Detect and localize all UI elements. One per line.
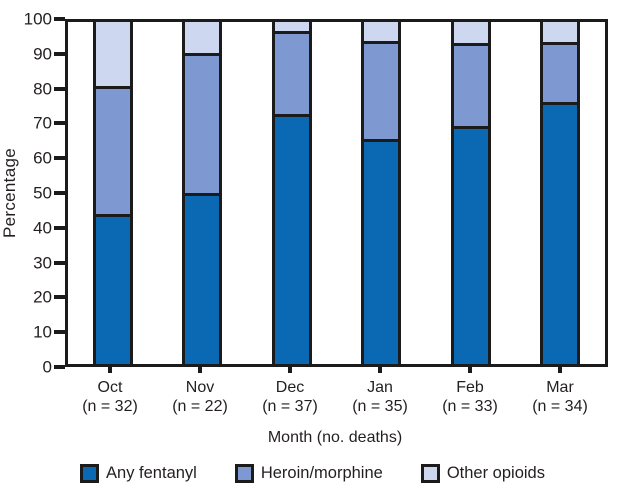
bar-segment-heroin-morphine [95,85,130,215]
bar-slot-dec [247,22,337,364]
y-tick-label: 80 [33,79,52,99]
x-tick-mark [558,367,562,373]
bar-oct [92,22,133,364]
legend-label: Heroin/morphine [260,464,383,482]
x-tick-mark [288,367,292,373]
legend-swatch [234,464,254,483]
y-tick-label: 70 [33,113,52,133]
x-tick-mark [198,367,202,373]
y-tick-mark [54,191,65,195]
bar-mar [540,22,581,364]
legend: Any fentanyl Heroin/morphine Other opioids [0,464,625,483]
y-tick-label: 50 [33,183,52,203]
bar-slot-nov [158,22,248,364]
y-tick-mark [54,51,65,56]
legend-item-other-opioids: Other opioids [420,464,545,483]
y-tick-label: 40 [33,218,52,238]
bar-segment-other-opioids [453,22,488,43]
bar-segment-other-opioids [95,22,130,86]
x-label-mar: Mar (n = 34) [515,367,605,416]
bar-segment-heroin-morphine [185,53,220,193]
y-tick-mark [54,17,65,21]
bar-dec [271,22,312,364]
legend-label: Any fentanyl [106,464,197,482]
y-tick-mark [54,121,65,126]
y-tick-mark [54,225,65,230]
y-tick-label: 100 [23,9,52,29]
bar-jan [361,22,402,364]
y-tick-mark [54,295,65,300]
bar-segment-other-opioids [364,22,399,42]
bar-segment-heroin-morphine [543,42,578,103]
y-axis-tick-labels: 0 10 20 30 40 50 60 70 80 90 100 [20,11,54,376]
x-label-oct: Oct (n = 32) [65,367,155,416]
y-tick-mark [54,260,65,265]
bar-segment-other-opioids [185,22,220,54]
month-label: Oct [97,379,123,396]
y-axis-title: Percentage [0,148,20,238]
bar-segment-any-fentanyl [185,192,220,364]
month-label: Feb [456,379,484,396]
y-tick-mark [54,365,65,369]
deaths-count-label: (n = 37) [262,398,318,415]
bar-segment-heroin-morphine [453,42,488,126]
y-tick-mark [54,330,65,335]
legend-label: Other opioids [446,464,545,482]
y-tick-label: 10 [33,322,52,342]
deaths-count-label: (n = 35) [352,398,408,415]
legend-item-any-fentanyl: Any fentanyl [80,464,197,483]
y-axis-title-column: Percentage [0,19,20,367]
bar-segment-any-fentanyl [274,114,309,364]
x-tick-mark [378,367,382,373]
legend-swatch [420,464,440,483]
y-tick-label: 90 [33,44,52,64]
bar-slot-feb [426,22,516,364]
deaths-count-label: (n = 22) [172,398,228,415]
deaths-count-label: (n = 32) [82,398,138,415]
x-label-jan: Jan (n = 35) [335,367,425,416]
bar-slot-oct [68,22,158,364]
x-axis-labels: Oct (n = 32) Nov (n = 22) Dec (n = 37) Jan (n =… [65,367,605,416]
y-tick-label: 20 [33,287,52,307]
bar-slot-mar [516,22,606,364]
plot-area [65,19,608,367]
plot-row: Percentage 0 10 20 30 40 50 60 70 80 90 100 [0,11,625,376]
bar-slot-jan [337,22,427,364]
y-tick-mark [54,156,65,161]
bar-feb [450,22,491,364]
month-label: Mar [546,379,574,396]
y-tick-label: 60 [33,148,52,168]
x-label-feb: Feb (n = 33) [425,367,515,416]
month-label: Nov [185,379,215,396]
x-tick-mark [468,367,472,373]
bar-segment-any-fentanyl [364,139,399,364]
y-tick-label: 30 [33,253,52,273]
bar-segment-other-opioids [274,22,309,32]
x-axis-title: Month (no. deaths) [267,429,403,446]
bar-segment-any-fentanyl [543,102,578,364]
bar-segment-any-fentanyl [453,125,488,364]
x-tick-mark [108,367,112,373]
month-label: Dec [275,379,305,396]
y-tick-mark [54,86,65,91]
x-label-nov: Nov (n = 22) [155,367,245,416]
y-axis-tick-marks [54,17,65,369]
bar-segment-other-opioids [543,22,578,43]
deaths-count-label: (n = 33) [442,398,498,415]
bar-segment-any-fentanyl [95,214,130,364]
x-label-dec: Dec (n = 37) [245,367,335,416]
bar-segment-heroin-morphine [364,41,399,140]
legend-swatch [80,464,100,483]
y-tick-label: 0 [42,357,52,377]
bar-segment-heroin-morphine [274,31,309,115]
deaths-count-label: (n = 34) [532,398,588,415]
month-label: Jan [367,379,393,396]
legend-item-heroin-morphine: Heroin/morphine [234,464,383,483]
bar-nov [182,22,223,364]
